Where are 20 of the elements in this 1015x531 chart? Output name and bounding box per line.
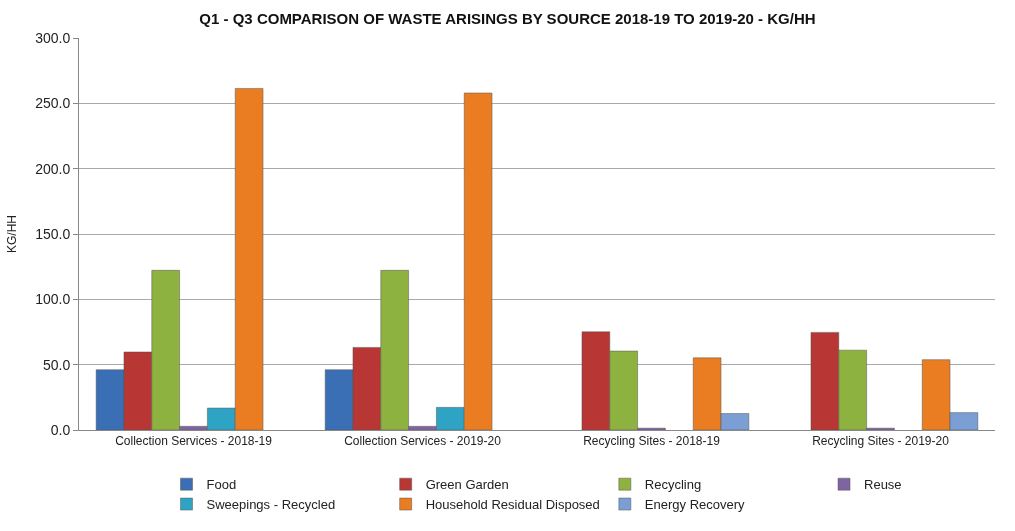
y-tick-label: 150.0 (35, 225, 71, 242)
y-tick-label: 0.0 (50, 421, 71, 438)
legend-label: Household Residual Disposed (425, 497, 600, 513)
y-tick-label: 250.0 (35, 95, 71, 112)
y-tick-label: 300.0 (35, 29, 71, 46)
legend-label: Green Garden (425, 477, 509, 493)
x-tick-label: Recycling Sites - 2019-20 (812, 434, 950, 449)
x-tick-label: Collection Services - 2019-20 (344, 434, 502, 449)
legend-label: Reuse (864, 477, 902, 493)
y-axis-title: KG/HH (5, 214, 20, 254)
x-tick-label: Collection Services - 2018-19 (115, 434, 273, 449)
y-tick-label: 200.0 (35, 160, 71, 177)
y-tick-label: 50.0 (42, 356, 71, 373)
legend-label: Sweepings - Recycled (206, 497, 336, 513)
y-tick-label: 100.0 (35, 291, 71, 308)
chart-title: Q1 - Q3 COMPARISON OF WASTE ARISINGS BY SOURCE 2018-19 TO 2019-20 - KG/HH (199, 9, 816, 27)
legend-label: Energy Recovery (644, 497, 746, 513)
legend-label: Recycling (644, 477, 702, 493)
x-tick-label: Recycling Sites - 2018-19 (583, 434, 721, 449)
legend-label: Food (206, 477, 237, 493)
